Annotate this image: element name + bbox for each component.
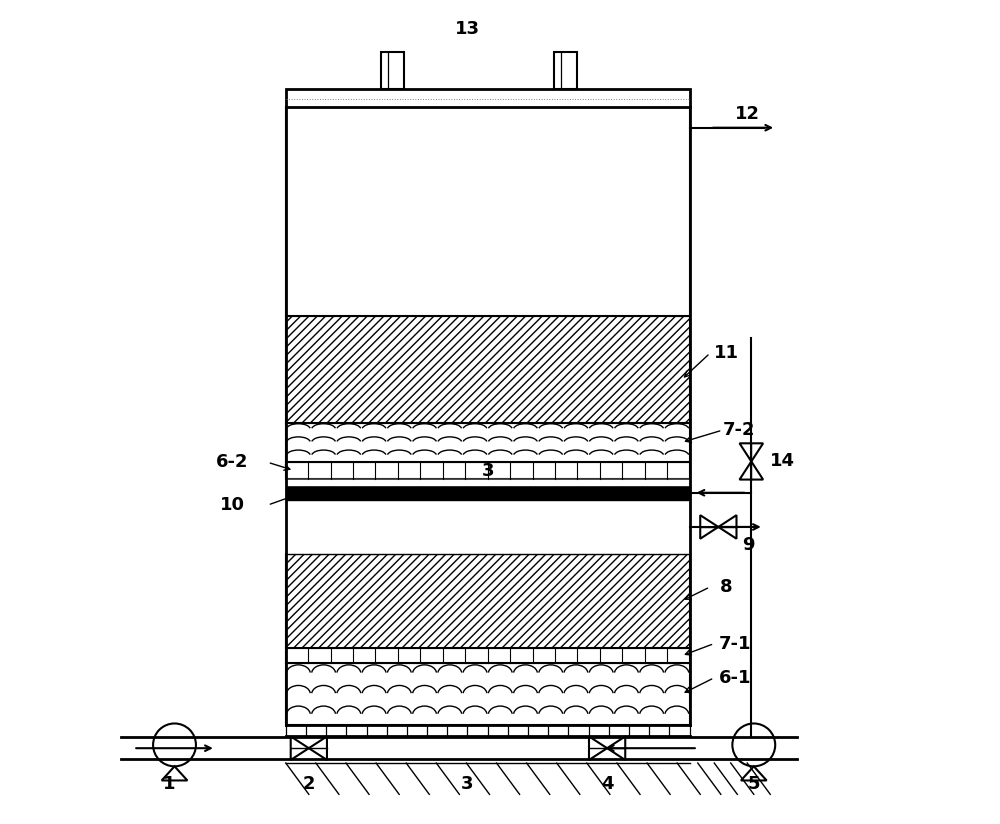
Text: 3: 3 [461,775,473,794]
Bar [286,316,690,423]
Bar [286,462,690,479]
Text: 8: 8 [720,578,733,596]
Bar [286,89,690,107]
Text: 14: 14 [770,452,795,471]
Text: 13: 13 [455,20,480,38]
Bar [286,500,690,554]
Bar [286,663,690,725]
Text: 10: 10 [220,496,245,514]
Text: 9: 9 [743,536,755,554]
Text: 6-2: 6-2 [216,453,248,471]
Bar [554,52,577,89]
Text: 5: 5 [748,775,760,794]
Text: 2: 2 [303,775,315,794]
Text: 6-1: 6-1 [719,669,751,686]
Text: 12: 12 [735,105,760,123]
Text: 7-2: 7-2 [723,421,755,439]
Bar [286,554,690,648]
Bar [381,52,404,89]
Bar [286,107,690,316]
Bar [286,648,690,663]
Bar [286,423,690,462]
Text: 7-1: 7-1 [719,634,751,653]
Text: 3: 3 [481,461,494,480]
Text: 1: 1 [163,775,175,794]
Text: 11: 11 [714,344,739,362]
Text: 4: 4 [601,775,613,794]
